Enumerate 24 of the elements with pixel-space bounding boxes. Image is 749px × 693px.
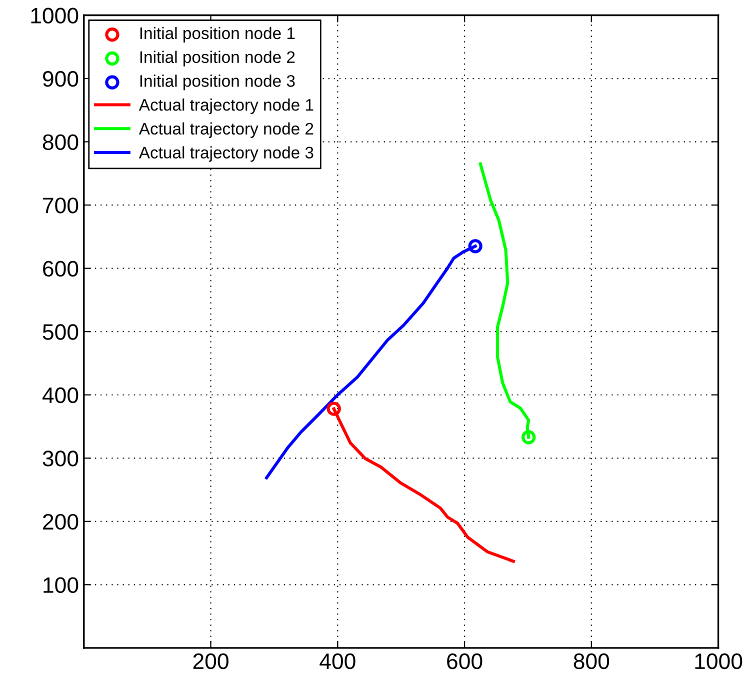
y-tick-label: 400 bbox=[42, 387, 78, 404]
y-tick-label: 700 bbox=[43, 198, 78, 214]
x-tick-label: 1000 bbox=[695, 653, 742, 670]
legend-label: Initial position node 2 bbox=[140, 50, 295, 66]
legend-label: Actual trajectory node 1 bbox=[138, 98, 314, 114]
point bbox=[326, 402, 341, 416]
y-tick-label: 900 bbox=[42, 71, 78, 87]
y-tick-label: 800 bbox=[42, 134, 78, 150]
legend-label: Actual trajectory node 3 bbox=[138, 146, 314, 162]
y-tick-label: 1000 bbox=[31, 8, 78, 24]
legend-label: Initial position node 1 bbox=[140, 26, 295, 42]
point bbox=[468, 239, 482, 254]
legend-label: Actual trajectory node 2 bbox=[138, 122, 314, 138]
point bbox=[522, 430, 536, 444]
y-tick-label: 200 bbox=[43, 514, 78, 530]
x-tick-label: 600 bbox=[447, 653, 482, 670]
x-tick-label: 800 bbox=[574, 653, 610, 670]
legend-label: Initial position node 3 bbox=[140, 74, 295, 90]
y-tick-label: 100 bbox=[44, 577, 78, 593]
y-tick-label: 300 bbox=[42, 450, 78, 466]
x-tick-label: 400 bbox=[320, 653, 356, 670]
y-tick-label: 600 bbox=[43, 260, 78, 277]
x-tick-label: 200 bbox=[193, 653, 228, 670]
y-tick-label: 500 bbox=[42, 324, 78, 340]
